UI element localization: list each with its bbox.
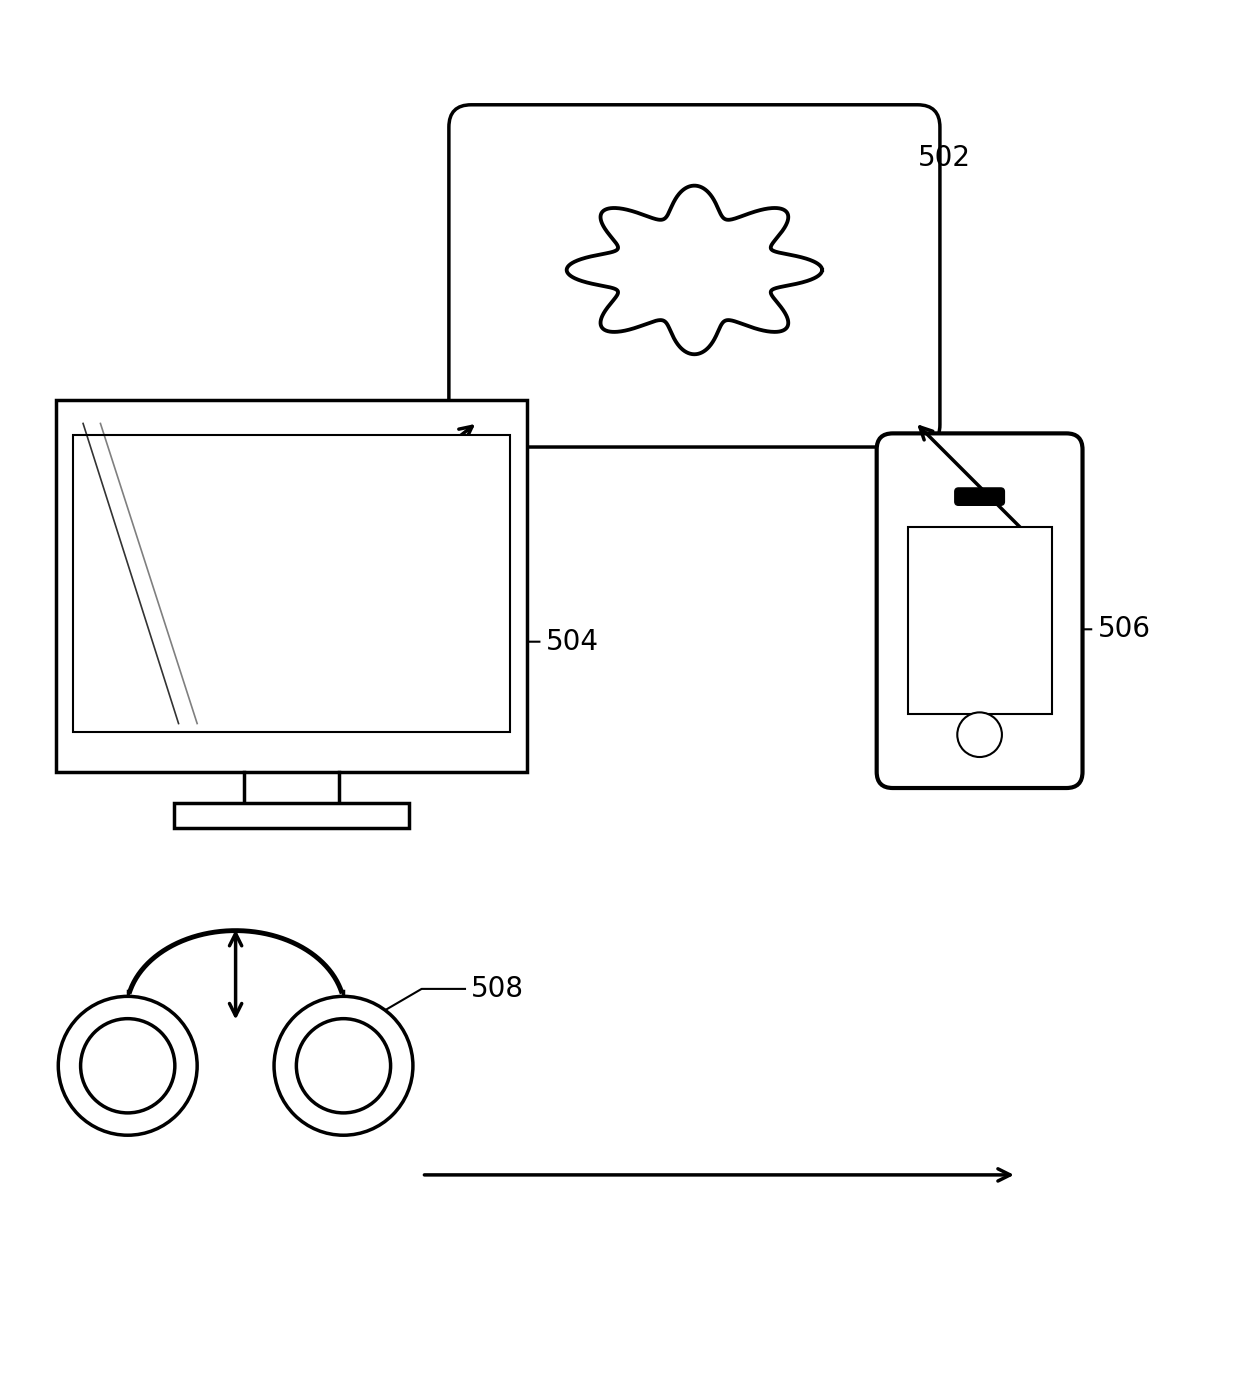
Bar: [908, 527, 1052, 714]
FancyBboxPatch shape: [449, 105, 940, 446]
Text: 502: 502: [918, 144, 971, 172]
Text: 504: 504: [546, 628, 599, 656]
FancyBboxPatch shape: [877, 434, 1083, 788]
Bar: [174, 804, 409, 827]
Bar: [56, 400, 527, 771]
Text: 508: 508: [471, 975, 525, 1003]
Circle shape: [274, 996, 413, 1136]
FancyBboxPatch shape: [955, 488, 1004, 505]
Circle shape: [957, 713, 1002, 757]
Text: 506: 506: [1097, 615, 1151, 643]
Circle shape: [296, 1018, 391, 1113]
Circle shape: [81, 1018, 175, 1113]
Circle shape: [58, 996, 197, 1136]
Bar: [73, 435, 510, 732]
